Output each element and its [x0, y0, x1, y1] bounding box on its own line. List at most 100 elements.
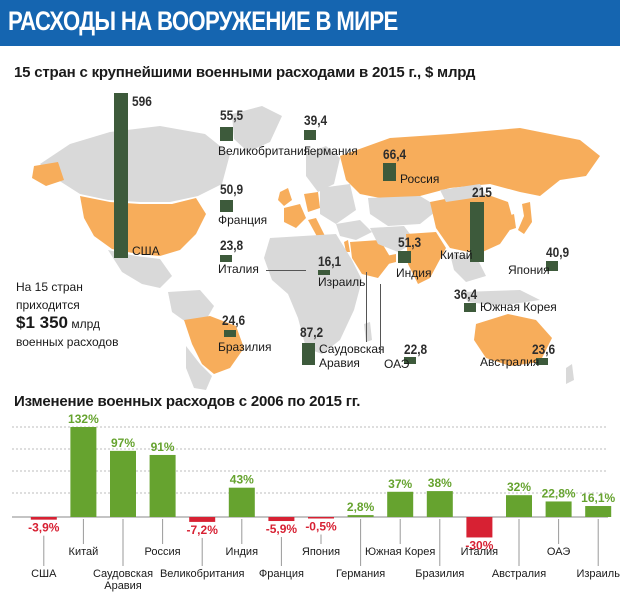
- change-value-label-12: 32%: [507, 480, 531, 494]
- change-category-label-6: Франция: [259, 568, 304, 580]
- change-value-label-9: 37%: [388, 477, 412, 491]
- change-bar-9: [387, 491, 414, 517]
- map-saudi-arabia: [350, 240, 392, 278]
- spend-bar-japan: [546, 261, 558, 271]
- summary-total-unit: млрд: [71, 317, 100, 331]
- map-israel: [344, 240, 350, 252]
- summary-block: На 15 стран приходится $1 350 млрд военн…: [16, 278, 118, 351]
- change-value-label-3: 91%: [151, 440, 175, 454]
- change-bar-13: [545, 501, 572, 517]
- change-category-label-3: Россия: [145, 546, 181, 558]
- change-category-label-5: Индия: [226, 546, 259, 558]
- change-value-label-5: 43%: [230, 473, 254, 487]
- leader-line-italy: [266, 270, 306, 271]
- spend-bar-uae: [404, 357, 416, 364]
- change-category-label-2: Саудовская: [93, 568, 153, 580]
- spend-value-usa: 596: [132, 93, 152, 109]
- spend-label-uk: Великобритания: [218, 144, 311, 158]
- spend-label-russia: Россия: [400, 172, 440, 186]
- change-category-label-0: США: [31, 568, 57, 580]
- spend-bar-uk: [220, 127, 233, 141]
- change-value-label-10: 38%: [428, 476, 452, 490]
- change-category-label-1: Китай: [69, 546, 99, 558]
- spend-value-israel: 16,1: [318, 253, 342, 269]
- spend-label-saudi-arabia-1: Саудовская: [319, 342, 385, 356]
- map-mongolia: [440, 184, 486, 202]
- spend-value-china: 215: [472, 184, 492, 200]
- spend-bar-saudi-arabia: [302, 343, 315, 365]
- spend-label-australia: Австралия: [480, 355, 540, 369]
- summary-total-line: $1 350 млрд: [16, 314, 118, 333]
- map-chart-title: 15 стран с крупнейшими военными расходам…: [14, 64, 476, 81]
- change-category-label-11: Италия: [461, 546, 499, 558]
- change-category-label-14: Израиль: [576, 568, 620, 580]
- map-uk: [278, 188, 292, 206]
- spend-value-russia: 66,4: [383, 146, 407, 162]
- change-bar-0: [30, 517, 57, 520]
- change-bar-12: [506, 495, 532, 517]
- spend-label-japan: Япония: [508, 263, 550, 277]
- map-greenland: [232, 106, 282, 152]
- change-value-label-4: -7,2%: [187, 523, 219, 537]
- map-uae: [386, 254, 396, 264]
- page-title: РАСХОДЫ НА ВООРУЖЕНИЕ В МИРЕ: [8, 6, 398, 36]
- map-south-america-north: [168, 290, 214, 322]
- change-bar-1: [70, 427, 97, 517]
- map-india: [406, 232, 446, 284]
- change-value-label-0: -3,9%: [28, 521, 60, 535]
- map-south-america-south: [186, 346, 212, 390]
- change-bar-10: [426, 491, 453, 517]
- map-africa: [264, 234, 362, 354]
- map-japan: [518, 202, 532, 234]
- map-alaska: [32, 162, 64, 186]
- map-iran: [370, 226, 416, 252]
- header-banner: РАСХОДЫ НА ВООРУЖЕНИЕ В МИРЕ: [0, 0, 620, 46]
- change-bar-3: [149, 454, 176, 517]
- spend-bar-italy: [220, 255, 232, 262]
- map-canada: [40, 126, 230, 202]
- spend-bar-france: [220, 200, 233, 212]
- map-central-asia: [368, 196, 440, 226]
- change-bar-8: [347, 515, 374, 517]
- spend-value-australia: 23,6: [532, 341, 556, 357]
- change-bar-2: [110, 450, 136, 517]
- change-value-label-1: 132%: [68, 412, 99, 426]
- map-france: [284, 204, 306, 228]
- spend-value-italy: 23,8: [220, 237, 244, 253]
- spend-value-uk: 55,5: [220, 107, 244, 123]
- spend-bar-india: [398, 251, 411, 263]
- map-australia: [474, 314, 552, 366]
- spend-value-france: 50,9: [220, 181, 244, 197]
- bar-chart-title: Изменение военных расходов с 2006 по 201…: [14, 393, 361, 410]
- change-bar-11: [466, 517, 493, 538]
- spend-label-italy: Италия: [218, 262, 259, 276]
- map-korea: [508, 214, 516, 230]
- change-bar-4: [189, 517, 216, 522]
- spend-label-usa: США: [132, 244, 160, 258]
- change-value-label-6: -5,9%: [266, 522, 298, 536]
- change-category-label-8: Германия: [336, 568, 385, 580]
- change-value-label-14: 16,1%: [581, 491, 615, 505]
- change-bar-14: [585, 506, 612, 517]
- spend-label-china: Китай: [440, 248, 473, 262]
- map-russia: [340, 128, 600, 200]
- spend-value-south-korea: 36,4: [454, 286, 478, 302]
- change-category-label-12: Австралия: [492, 568, 546, 580]
- spend-bar-germany: [304, 130, 316, 140]
- change-category-label-7: Япония: [302, 546, 340, 558]
- summary-line1: На 15 стран: [16, 280, 83, 294]
- change-category-label-4: Великобритания: [160, 568, 245, 580]
- change-category-label-10: Бразилия: [415, 568, 464, 580]
- spend-label-france: Франция: [218, 213, 268, 227]
- change-value-label-2: 97%: [111, 436, 135, 450]
- change-bar-5: [228, 487, 255, 517]
- change-value-label-11: -30%: [465, 538, 493, 552]
- spend-bar-south-korea: [464, 303, 476, 312]
- spend-label-brazil: Бразилия: [218, 340, 272, 354]
- spend-label-saudi-arabia-2: Аравия: [319, 356, 360, 370]
- spend-bar-israel: [318, 270, 330, 275]
- map-indonesia: [462, 290, 540, 306]
- map-mexico: [108, 250, 172, 288]
- spend-bar-russia: [383, 163, 396, 181]
- spend-value-germany: 39,4: [304, 112, 328, 128]
